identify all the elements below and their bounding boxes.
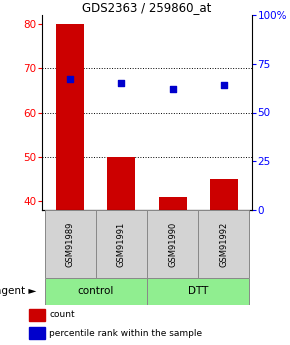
Text: GSM91992: GSM91992 bbox=[219, 221, 228, 267]
Point bbox=[170, 86, 175, 92]
Bar bbox=[45, 210, 96, 278]
Bar bbox=[29, 327, 45, 339]
Text: count: count bbox=[49, 310, 75, 319]
Text: percentile rank within the sample: percentile rank within the sample bbox=[49, 329, 202, 338]
Text: GSM91991: GSM91991 bbox=[117, 221, 126, 267]
Bar bbox=[56, 24, 84, 210]
Point bbox=[222, 82, 226, 88]
Text: DTT: DTT bbox=[188, 286, 209, 296]
Bar bbox=[210, 179, 238, 210]
Bar bbox=[107, 157, 135, 210]
Title: GDS2363 / 259860_at: GDS2363 / 259860_at bbox=[82, 1, 212, 14]
Text: control: control bbox=[78, 286, 114, 296]
Text: GSM91990: GSM91990 bbox=[168, 221, 177, 267]
Bar bbox=[147, 210, 198, 278]
Bar bbox=[147, 278, 249, 305]
Bar bbox=[159, 197, 187, 210]
Text: agent ►: agent ► bbox=[0, 286, 36, 296]
Point bbox=[119, 80, 124, 86]
Bar bbox=[29, 309, 45, 321]
Text: GSM91989: GSM91989 bbox=[66, 221, 75, 267]
Point bbox=[68, 77, 72, 82]
Bar bbox=[45, 278, 147, 305]
Bar bbox=[198, 210, 249, 278]
Bar bbox=[96, 210, 147, 278]
